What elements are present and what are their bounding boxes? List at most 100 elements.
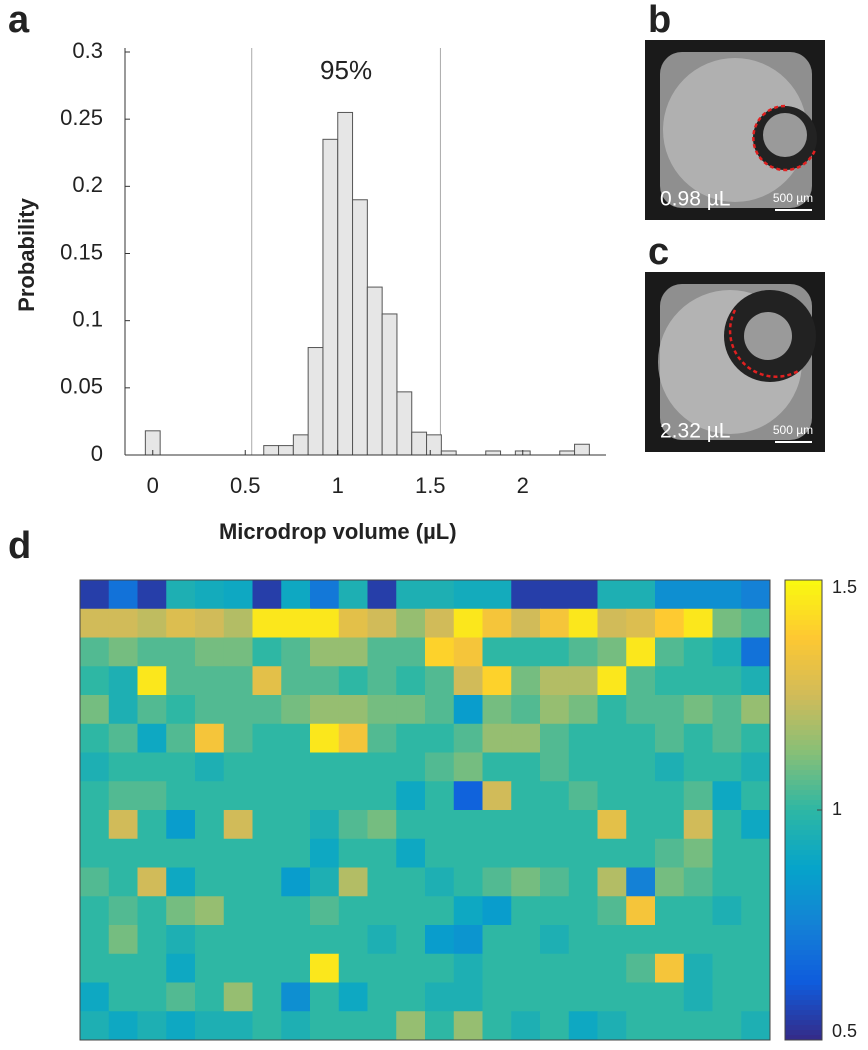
heatmap-cell — [597, 867, 627, 897]
bar — [440, 450, 457, 456]
colorbar-segment — [785, 620, 822, 626]
heatmap-cell — [195, 953, 225, 983]
heatmap-cell — [540, 580, 570, 610]
heatmap-cell — [712, 838, 742, 868]
heatmap-cell — [338, 838, 368, 868]
heatmap-cell — [137, 867, 167, 897]
heatmap-cell — [712, 666, 742, 696]
heatmap-cell — [655, 695, 685, 725]
heatmap-cell — [223, 925, 253, 955]
heatmap-cell — [655, 666, 685, 696]
colorbar-segment — [785, 775, 822, 781]
colorbar-segment — [785, 630, 822, 636]
heatmap-cell — [597, 781, 627, 811]
y-tick-label: 0.3 — [72, 38, 103, 63]
colorbar-segment — [785, 840, 822, 846]
heatmap-cell — [597, 838, 627, 868]
colorbar-segment — [785, 600, 822, 606]
colorbar-segment — [785, 855, 822, 861]
panel-label: c — [648, 231, 669, 273]
x-axis-label: Microdrop volume (µL) — [219, 519, 457, 544]
heatmap-cell — [166, 781, 196, 811]
colorbar-segment — [785, 780, 822, 786]
heatmap-cell — [597, 896, 627, 926]
heatmap-cell — [655, 637, 685, 667]
colorbar-segment — [785, 685, 822, 691]
heatmap-cell — [712, 953, 742, 983]
y-tick-label: 0.2 — [72, 172, 103, 197]
heatmap-cell — [195, 781, 225, 811]
heatmap-cell — [425, 838, 455, 868]
heatmap-cell — [338, 695, 368, 725]
heatmap-cell — [712, 695, 742, 725]
colorbar-segment — [785, 825, 822, 831]
scale-label: 500 µm — [773, 191, 813, 205]
heatmap-cell — [453, 982, 483, 1012]
heatmap-cell — [80, 838, 110, 868]
heatmap-cell — [108, 896, 138, 926]
heatmap-cell — [626, 953, 656, 983]
heatmap-cell — [453, 953, 483, 983]
heatmap-cell — [80, 925, 110, 955]
bar — [292, 434, 309, 456]
heatmap-cell — [655, 723, 685, 753]
heatmap-cell — [396, 896, 426, 926]
heatmap-cell — [137, 982, 167, 1012]
heatmap-cell — [166, 982, 196, 1012]
heatmap-cell — [252, 838, 282, 868]
x-tick-label: 2 — [517, 473, 529, 498]
heatmap-cell — [223, 723, 253, 753]
heatmap-cell — [453, 608, 483, 638]
heatmap-cell — [223, 953, 253, 983]
colorbar-tick-label: 0.5 — [832, 1021, 857, 1041]
colorbar-segment — [785, 740, 822, 746]
colorbar-segment — [785, 675, 822, 681]
heatmap-cell — [252, 953, 282, 983]
colorbar-segment — [785, 955, 822, 961]
heatmap-cell — [511, 810, 541, 840]
heatmap-cell — [223, 982, 253, 1012]
heatmap-cell — [453, 781, 483, 811]
bar — [278, 445, 294, 456]
heatmap-cell — [281, 925, 311, 955]
heatmap-cell — [80, 695, 110, 725]
heatmap-cell — [683, 695, 713, 725]
heatmap-cell — [396, 695, 426, 725]
colorbar-segment — [785, 980, 822, 986]
heatmap-cell — [482, 752, 512, 782]
heatmap-cell — [367, 838, 397, 868]
heatmap-cell — [223, 896, 253, 926]
colorbar-segment — [785, 845, 822, 851]
heatmap-cell — [396, 925, 426, 955]
colorbar-segment — [785, 605, 822, 611]
heatmap-cell — [367, 752, 397, 782]
colorbar-segment — [785, 885, 822, 891]
heatmap-cell — [453, 666, 483, 696]
heatmap-cell — [108, 723, 138, 753]
colorbar-segment — [785, 895, 822, 901]
heatmap-cell — [80, 867, 110, 897]
heatmap-cell — [137, 1011, 167, 1041]
heatmap-cell — [712, 896, 742, 926]
colorbar-segment — [785, 945, 822, 951]
heatmap-cell — [655, 838, 685, 868]
heatmap-cell — [453, 1011, 483, 1041]
heatmap-cell — [108, 752, 138, 782]
heatmap-cell — [626, 810, 656, 840]
heatmap-cell — [425, 666, 455, 696]
heatmap-cell — [166, 953, 196, 983]
heatmap-cell — [683, 608, 713, 638]
heatmap-cell — [540, 1011, 570, 1041]
heatmap-cell — [80, 723, 110, 753]
heatmap-cell — [108, 608, 138, 638]
colorbar-segment — [785, 890, 822, 896]
heatmap-cell — [568, 896, 598, 926]
heatmap-cell — [223, 695, 253, 725]
heatmap-cell — [108, 781, 138, 811]
heatmap-cell — [683, 925, 713, 955]
heatmap-cell — [511, 752, 541, 782]
colorbar-segment — [785, 680, 822, 686]
heatmap-cell — [712, 982, 742, 1012]
heatmap-cell — [568, 925, 598, 955]
colorbar-segment — [785, 745, 822, 751]
